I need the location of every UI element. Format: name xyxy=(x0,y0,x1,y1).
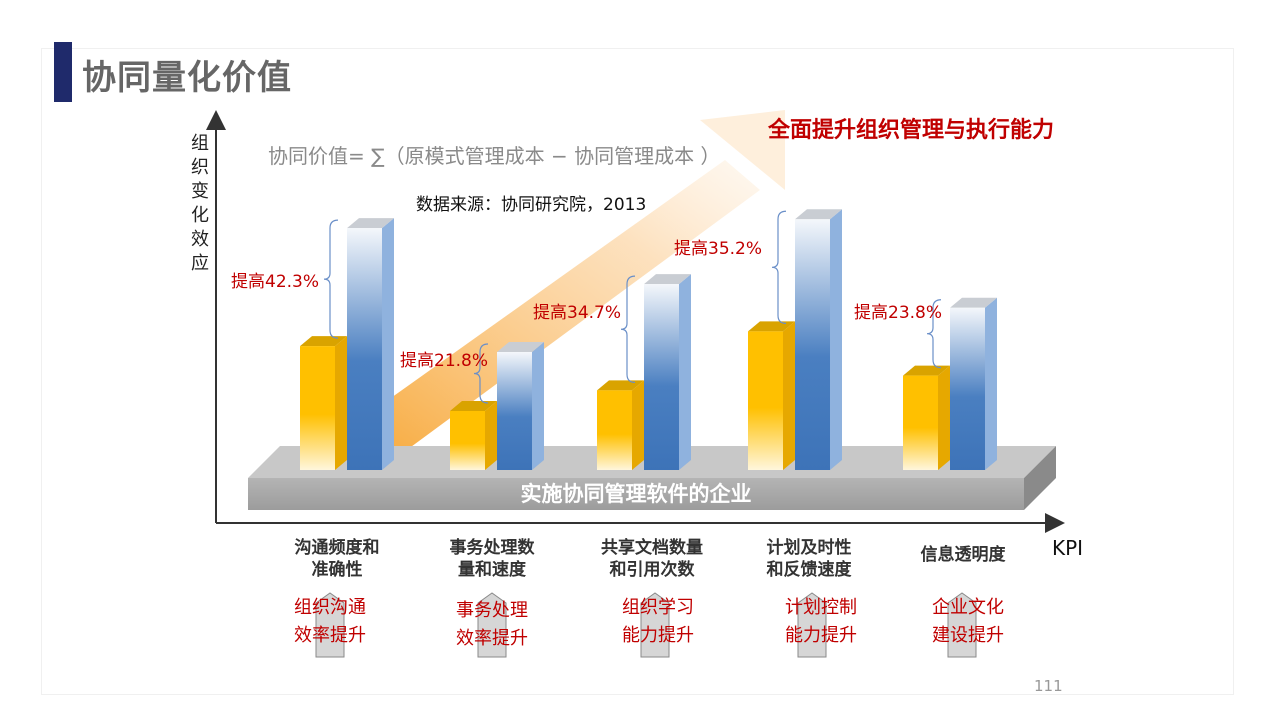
result-label: 企业文化 建设提升 xyxy=(932,597,1004,646)
bar-after xyxy=(644,274,691,470)
headline: 全面提升组织管理与执行能力 xyxy=(768,118,1055,143)
bar-after xyxy=(795,209,842,470)
bar-after xyxy=(347,218,394,470)
result-label: 事务处理 效率提升 xyxy=(456,600,528,649)
bar-after xyxy=(950,297,997,470)
improvement-label: 提高34.7% xyxy=(533,303,622,323)
y-axis-label: 组织 变化 效应 xyxy=(191,133,209,274)
brace xyxy=(473,343,489,404)
brace xyxy=(620,275,636,383)
page-title: 协同量化价值 xyxy=(82,58,292,98)
brace xyxy=(323,219,339,339)
category-label: 事务处理数 量和速度 xyxy=(449,538,535,580)
result-label: 计划控制 能力提升 xyxy=(785,597,857,646)
bar-after xyxy=(497,342,544,470)
formula-text: 协同价值= ∑（原模式管理成本 − 协同管理成本 ） xyxy=(268,144,721,168)
improvement-label: 提高35.2% xyxy=(674,239,763,259)
improvement-label: 提高23.8% xyxy=(854,303,943,323)
result-label: 组织学习 能力提升 xyxy=(622,597,694,646)
bar-before xyxy=(300,336,347,470)
base-label: 实施协同管理软件的企业 xyxy=(520,482,752,506)
brace xyxy=(771,210,787,324)
category-label: 共享文档数量 和引用次数 xyxy=(601,538,703,580)
data-source: 数据来源：协同研究院，2013 xyxy=(416,195,647,215)
brace xyxy=(926,299,942,369)
category-label: 计划及时性 和反馈速度 xyxy=(766,538,852,580)
x-axis-label: KPI xyxy=(1052,536,1084,560)
bar-before xyxy=(450,401,497,470)
result-label: 组织沟通 效率提升 xyxy=(294,597,366,646)
improvement-label: 提高42.3% xyxy=(231,272,320,292)
bar-before xyxy=(597,380,644,470)
title-accent-bar xyxy=(54,42,72,102)
page-number: 111 xyxy=(1034,677,1063,695)
slide-frame xyxy=(41,48,1234,695)
bar-before xyxy=(748,321,795,470)
category-label: 沟通频度和 准确性 xyxy=(294,538,380,580)
bar-before xyxy=(903,365,950,470)
category-label: 信息透明度 xyxy=(920,545,1006,565)
trend-arrow xyxy=(360,110,785,455)
improvement-label: 提高21.8% xyxy=(400,351,489,371)
